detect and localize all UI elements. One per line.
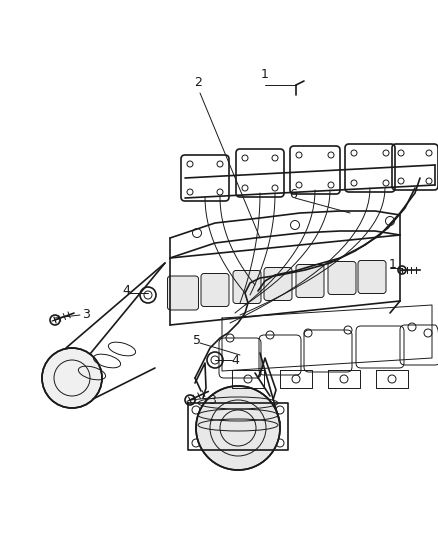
FancyBboxPatch shape [233,271,261,303]
Text: 2: 2 [194,77,202,90]
Text: 1: 1 [261,69,269,82]
Text: 4: 4 [231,353,239,367]
Text: 6: 6 [289,189,297,201]
Text: 3: 3 [82,309,90,321]
Text: 1: 1 [389,259,397,271]
Text: 5: 5 [193,334,201,346]
Text: 4: 4 [122,284,130,296]
FancyBboxPatch shape [167,276,198,310]
FancyBboxPatch shape [328,262,356,295]
Circle shape [42,348,102,408]
FancyBboxPatch shape [296,264,324,297]
FancyBboxPatch shape [358,261,386,294]
Text: 3: 3 [208,393,216,407]
Circle shape [196,386,280,470]
FancyBboxPatch shape [201,273,229,306]
FancyBboxPatch shape [264,268,292,301]
